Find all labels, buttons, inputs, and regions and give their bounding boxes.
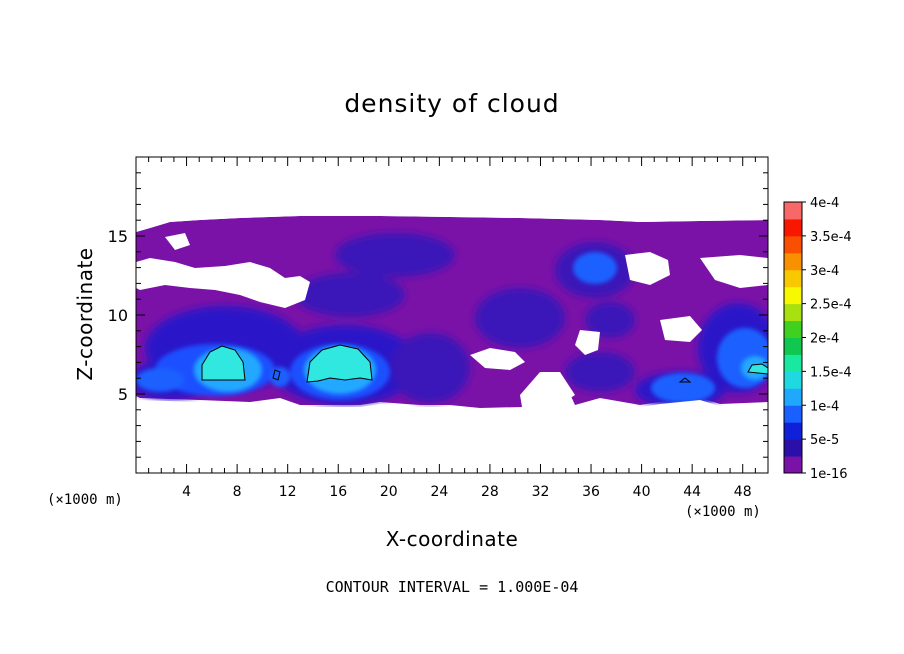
gap [575,330,600,355]
x-tick-label: 44 [683,484,701,500]
x-tick-label: 28 [481,484,499,500]
contour-line [747,363,768,375]
colorbar-label: 3e-4 [810,264,839,279]
blob [295,273,405,317]
blob [565,352,635,392]
contour-line [201,345,246,381]
y-tick-marks [136,172,768,458]
y-axis-title: Z-coordinate [73,247,97,380]
gap [136,400,768,473]
x-tick-label: 20 [380,484,398,500]
blob [651,373,715,403]
chart-title: density of cloud [344,89,559,118]
x-tick-marks [148,157,756,473]
contour-interval-note: CONTOUR INTERVAL = 1.000E-04 [326,578,579,596]
colorbar-swatch [784,269,802,288]
gap [136,258,310,308]
colorbar-swatch [784,252,802,271]
colorbar-swatch [784,371,802,389]
colorbar-label: 2.5e-4 [810,298,852,313]
colorbar-swatch [784,218,802,237]
colorbar-swatch [784,337,802,355]
colorbar-label: 4e-4 [810,196,839,211]
x-tick-label: 32 [532,484,550,500]
gap [136,157,768,232]
colorbar-swatch [784,235,802,254]
contour-line [306,344,373,383]
colorbar-label: 1.5e-4 [810,365,852,380]
colorbar-label: 3.5e-4 [810,230,852,245]
colorbar-label: 5e-5 [810,433,839,448]
y-tick-label: 10 [108,306,128,325]
x-tick-label: 48 [734,484,752,500]
x-tick-label: 24 [430,484,448,500]
x-unit-left: (×1000 m) [47,492,123,508]
gap [540,372,575,405]
colorbar-swatch [784,388,802,406]
colorbar-label: 1e-4 [810,399,839,414]
colorbar-swatch [784,320,802,338]
contour-level-1.5e-4 [202,346,245,380]
y-tick-labels: 5 10 15 [108,227,128,404]
x-axis-title: X-coordinate [386,527,519,551]
gap [625,252,670,285]
gap [165,233,190,250]
colorbar-label: 2e-4 [810,332,839,347]
colorbar-swatch [784,303,802,322]
colorbar-swatch [784,202,802,220]
x-tick-labels: 4 8 12 16 20 24 28 32 36 40 44 48 [182,484,752,500]
colorbar-labels: 1e-16 5e-5 1e-4 1.5e-4 2e-4 2.5e-4 3e-4 3.5e-4 4… [810,196,852,482]
colorbar-swatch [784,422,802,440]
colorbar-swatch [784,405,802,423]
blob [585,302,635,338]
blob [390,333,470,403]
contour-level-1.5e-4 [307,345,372,382]
y-tick-label: 5 [118,385,128,404]
x-tick-label: 16 [329,484,347,500]
blob [573,252,617,284]
x-tick-label: 4 [182,484,191,500]
contour-line [272,369,281,381]
gap [700,255,768,288]
no-cloud-regions [136,157,768,473]
gap [470,348,525,370]
y-tick-label: 15 [108,227,128,246]
contour-level-1.5e-4 [748,364,768,374]
contour-fill [136,157,768,473]
colorbar-swatch [784,439,802,457]
x-tick-label: 8 [233,484,242,500]
colorbar-label: 1e-16 [810,467,848,482]
x-tick-label: 40 [633,484,651,500]
blob [335,233,455,277]
colorbar-swatch [784,354,802,372]
blob [717,328,768,388]
colorbar [783,201,806,474]
colorbar-swatch [784,286,802,305]
colorbar-swatch [784,456,802,474]
blob [475,288,565,348]
contour-line [678,377,692,383]
x-unit-right: (×1000 m) [685,504,761,520]
plot-area [135,156,769,474]
gap [660,316,702,342]
blob [136,368,184,392]
x-tick-label: 12 [279,484,297,500]
x-tick-label: 36 [582,484,600,500]
